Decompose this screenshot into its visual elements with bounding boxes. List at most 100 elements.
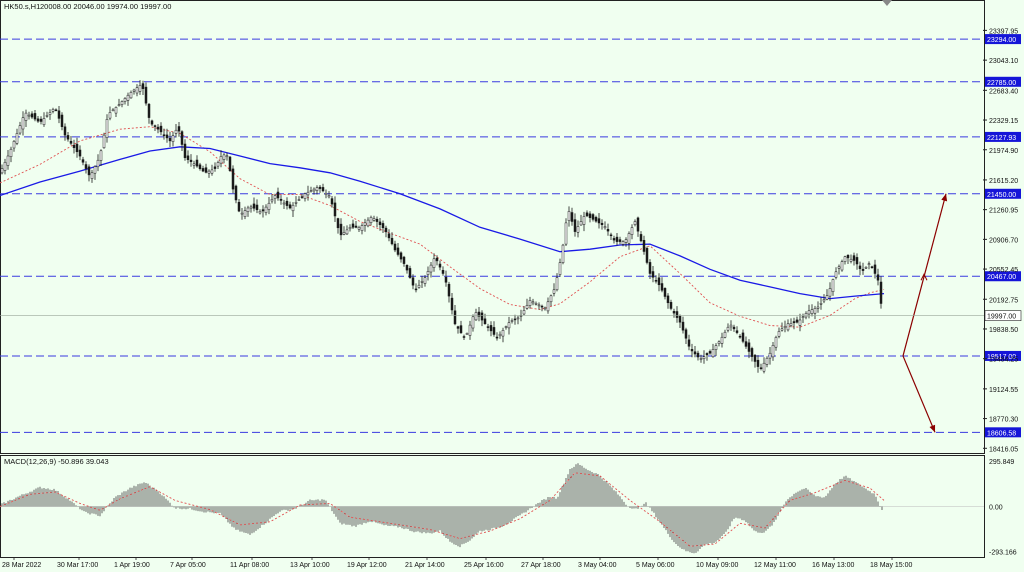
candle-body — [858, 265, 862, 269]
candle-body — [279, 198, 283, 201]
candle-body — [873, 264, 877, 274]
candle-body — [228, 156, 232, 171]
time-tick-label: 13 Apr 10:00 — [290, 562, 330, 569]
candle-body — [576, 226, 580, 233]
ma-slow-layer — [0, 146, 885, 300]
current-price-box — [984, 310, 1022, 321]
candle-body — [504, 326, 508, 328]
candle-body — [486, 326, 490, 328]
candle-body — [864, 266, 868, 269]
price-tick-label: 18416.05 — [989, 446, 1018, 453]
level-price-label: 20467.00 — [987, 274, 1016, 281]
candle-body — [663, 288, 667, 297]
price-tick-label: 21260.95 — [989, 208, 1018, 215]
candle-body — [276, 191, 280, 199]
candle-body — [585, 212, 589, 217]
candle-body — [396, 247, 400, 255]
time-tick-label: 30 Mar 17:00 — [57, 562, 98, 569]
macd-label: MACD(12,26,9) -50.896 39.043 — [4, 457, 109, 466]
candle-body — [855, 257, 859, 265]
candle-body — [141, 83, 145, 89]
candle-body — [777, 331, 781, 337]
candle-body — [669, 302, 673, 309]
candle-body — [876, 274, 880, 281]
candle-body — [441, 270, 445, 274]
candle-body — [852, 255, 856, 261]
candle-body — [579, 221, 583, 226]
price-axis: 23397.95 23043.10 22683.40 22329.15 21974.90… — [983, 28, 1018, 453]
candle-body — [384, 227, 388, 233]
candle-body — [258, 211, 262, 214]
level-price-box — [985, 76, 1021, 87]
candle-body — [66, 135, 70, 140]
candle-body — [417, 284, 421, 288]
candle-body — [204, 167, 208, 173]
candle-body — [636, 217, 640, 232]
candle-body — [393, 243, 397, 251]
candle-body — [456, 326, 460, 329]
candle-body — [696, 352, 700, 358]
candle-body — [558, 262, 562, 275]
candle-body — [552, 289, 556, 294]
candle-body — [0, 168, 4, 174]
candle-body — [321, 187, 325, 192]
candle-body — [789, 323, 793, 326]
candle-body — [351, 223, 355, 228]
candle-body — [132, 89, 136, 92]
level-price-label: 21450.00 — [987, 192, 1016, 199]
time-tick-label: 27 Apr 18:00 — [521, 562, 561, 569]
candle-body — [678, 315, 682, 323]
candle-body — [756, 359, 760, 367]
candle-body — [348, 227, 352, 230]
candle-body — [840, 261, 844, 271]
macd-tick-label: -293.166 — [989, 549, 1017, 556]
candle-body — [573, 219, 577, 232]
candle-body — [516, 317, 520, 320]
candle-body — [687, 339, 691, 347]
candle-body — [867, 263, 871, 265]
candle-body — [399, 252, 403, 260]
candle-body — [21, 117, 25, 130]
time-tick-label: 10 May 09:00 — [696, 562, 739, 569]
price-tick-label: 23043.10 — [989, 58, 1018, 65]
candle-body — [726, 326, 730, 331]
candle-body — [738, 335, 742, 338]
candle-body — [780, 328, 784, 331]
time-tick-label: 18 May 15:00 — [870, 562, 913, 569]
candle-body — [255, 204, 259, 211]
candle-body — [63, 126, 67, 136]
candle-body — [492, 327, 496, 335]
price-tick-label: 21615.20 — [989, 178, 1018, 185]
level-price-box — [985, 271, 1021, 282]
candle-body — [753, 354, 757, 362]
candle-body — [435, 257, 439, 262]
candle-body — [807, 310, 811, 315]
candle-body — [387, 233, 391, 239]
candle-body — [162, 134, 166, 136]
candle-body — [3, 162, 7, 171]
scroll-indicator-icon[interactable] — [882, 0, 892, 6]
candle-body — [192, 163, 196, 166]
level-price-box — [985, 34, 1021, 45]
time-tick-label: 25 Apr 16:00 — [464, 562, 504, 569]
candle-body — [294, 202, 298, 204]
candle-body — [345, 229, 349, 235]
arrow-head-icon — [941, 193, 948, 202]
candle-body — [477, 311, 481, 317]
candle-body — [159, 125, 163, 133]
candle-body — [591, 214, 595, 220]
candle-body — [75, 143, 79, 153]
candle-body — [432, 258, 436, 268]
candle-body — [90, 172, 94, 179]
candle-body — [567, 211, 571, 221]
candle-body — [24, 112, 28, 121]
candle-body — [225, 155, 229, 158]
candle-body — [33, 113, 37, 120]
candle-body — [615, 236, 619, 242]
candle-body — [105, 119, 109, 138]
candle-body — [762, 362, 766, 372]
candle-body — [360, 225, 364, 231]
projection-arrows — [902, 193, 948, 433]
candle-body — [666, 295, 670, 304]
candle-body — [84, 164, 88, 169]
